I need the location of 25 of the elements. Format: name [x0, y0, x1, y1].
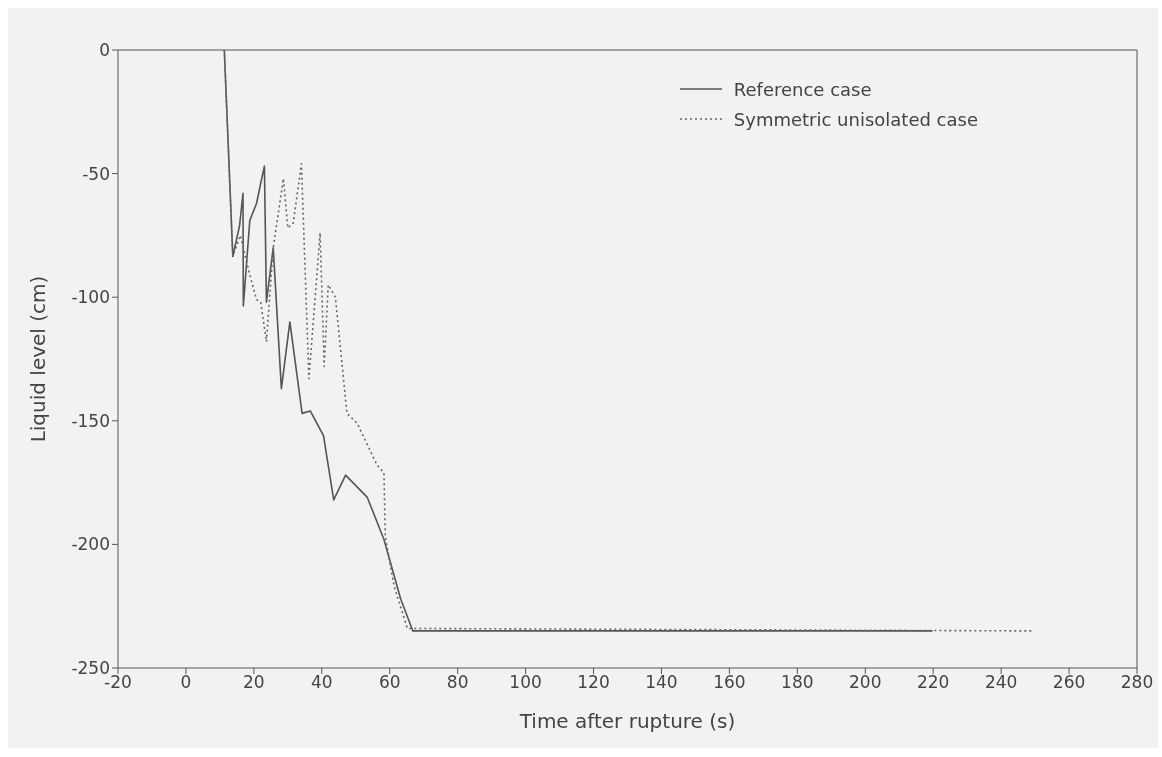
x-tick-label: 80	[446, 672, 469, 693]
x-tick-label: 40	[310, 672, 333, 693]
x-tick-label: 240	[984, 672, 1018, 693]
x-tick-label: 280	[1120, 672, 1154, 693]
x-tick-label: 120	[577, 672, 610, 693]
y-tick-label: -50	[82, 163, 110, 184]
x-axis-title: Time after rupture (s)	[518, 709, 736, 733]
x-tick-label: 200	[849, 672, 882, 693]
y-axis-title: Liquid level (cm)	[26, 275, 51, 443]
x-tick-label: 260	[1052, 672, 1086, 693]
x-tick-label: 0	[180, 672, 192, 693]
y-tick-label: -150	[71, 410, 110, 431]
y-tick-label: -200	[71, 534, 110, 555]
x-tick-label: 20	[243, 672, 265, 693]
y-tick-label: -250	[71, 658, 110, 679]
x-tick-label: 100	[509, 672, 542, 693]
x-tick-label: 140	[645, 672, 678, 693]
legend-label: Symmetric unisolated case	[733, 108, 978, 130]
legend-label: Reference case	[733, 78, 872, 100]
x-tick-label: 60	[378, 672, 401, 693]
y-tick-label: -100	[71, 287, 110, 308]
x-tick-label: 180	[781, 672, 814, 693]
x-tick-label: 160	[713, 672, 746, 693]
x-tick-label: 220	[916, 672, 950, 693]
y-tick-label: 0	[99, 40, 110, 61]
